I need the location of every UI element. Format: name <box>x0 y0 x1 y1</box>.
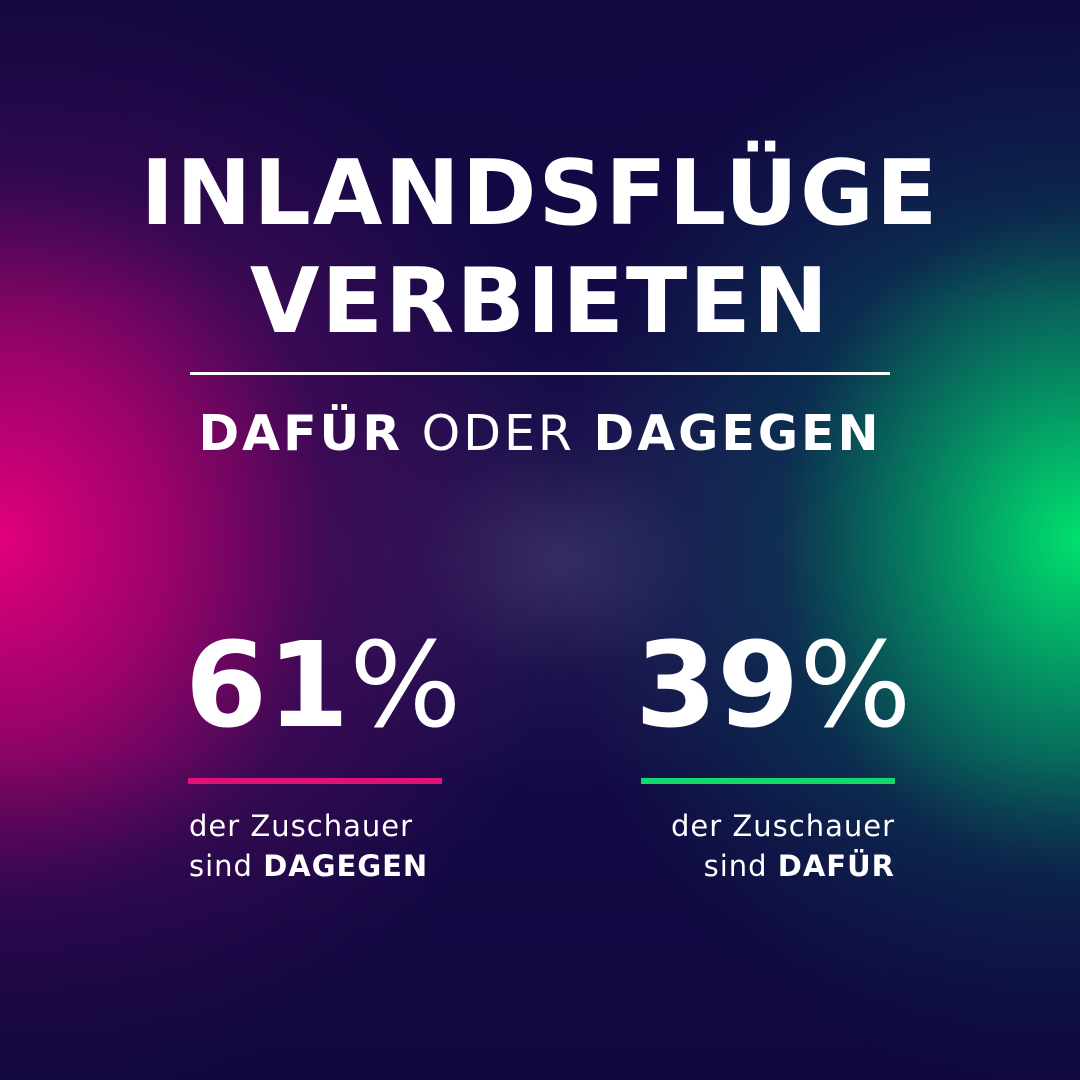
subtitle-connector: ODER <box>421 405 575 462</box>
bar-track <box>641 778 895 784</box>
stat-caption: der Zuschauer sind DAFÜR <box>635 806 895 886</box>
title-line-1: INLANDSFLÜGE <box>140 141 940 246</box>
caption-emphasis: DAFÜR <box>777 849 895 883</box>
subtitle-option-a: DAFÜR <box>198 405 404 462</box>
bar-dafuer <box>641 778 895 784</box>
subtitle-option-b: DAGEGEN <box>593 405 882 462</box>
stat-dafuer: 39% der Zuschauer sind DAFÜR <box>635 620 911 886</box>
title-divider <box>190 372 890 375</box>
data-label-value: 39 <box>635 616 800 754</box>
stat-caption: der Zuschauer sind DAGEGEN <box>189 806 445 886</box>
title-line-2: VERBIETEN <box>249 249 831 354</box>
caption-line-1: der Zuschauer <box>189 809 413 843</box>
data-label-unit: % <box>799 616 912 754</box>
data-label-value: 61 <box>185 616 350 754</box>
stat-value: 61% <box>185 620 461 750</box>
caption-line-1: der Zuschauer <box>671 809 895 843</box>
caption-prefix: sind <box>703 849 768 883</box>
page-title: INLANDSFLÜGE VERBIETEN <box>0 140 1080 356</box>
data-label-unit: % <box>349 616 462 754</box>
stat-value: 39% <box>635 620 911 750</box>
caption-emphasis: DAGEGEN <box>263 849 429 883</box>
stat-dagegen: 61% der Zuschauer sind DAGEGEN <box>185 620 461 886</box>
subtitle: DAFÜR ODER DAGEGEN <box>0 402 1080 466</box>
bar-dagegen <box>188 778 442 784</box>
caption-line-2: sind DAGEGEN <box>189 846 445 886</box>
caption-prefix: sind <box>189 849 253 883</box>
caption-line-2: sind DAFÜR <box>635 846 895 886</box>
bar-track <box>188 778 442 784</box>
